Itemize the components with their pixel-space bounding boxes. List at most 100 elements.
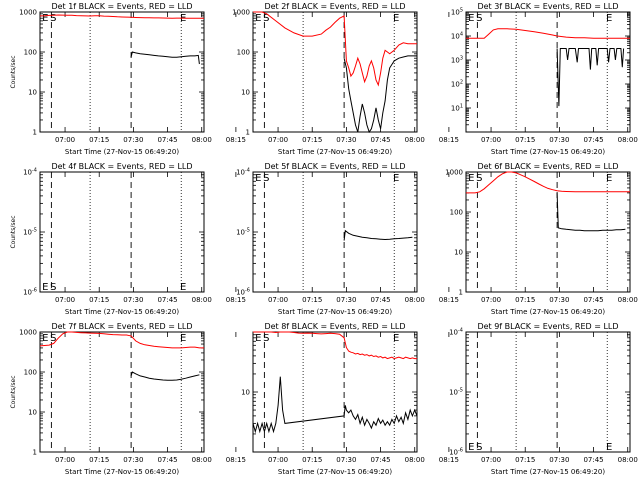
events-series xyxy=(343,55,417,134)
x-axis-label: Start Time (27-Nov-15 06:49:20) xyxy=(491,148,605,156)
y-axis-label: Counts/sec xyxy=(10,215,17,248)
x-tick-label: 08:15 xyxy=(226,296,246,304)
plot-title: Det 6f BLACK = Events, RED = LLD xyxy=(477,162,618,171)
panel-2: Det 2f BLACK = Events, RED = LLD Start Ti… xyxy=(232,2,459,156)
y-tick-label: 10-4 xyxy=(449,328,463,337)
plot-frame xyxy=(252,171,418,293)
panel-7: Det 7f BLACK = Events, RED = LLD Counts/s… xyxy=(10,322,246,476)
x-tick-label: 07:15 xyxy=(89,136,109,144)
y-tick-label: 10-4 xyxy=(236,168,250,177)
plot-title: Det 7f BLACK = Events, RED = LLD xyxy=(51,322,192,331)
event-marker: E xyxy=(468,173,474,184)
x-tick-label: 07:45 xyxy=(583,136,603,144)
lld-series xyxy=(466,171,630,194)
x-tick-label: 07:30 xyxy=(549,456,569,464)
panel-8: Det 8f BLACK = Events, RED = LLD Start Ti… xyxy=(241,322,459,476)
x-axis-label: Start Time (27-Nov-15 06:49:20) xyxy=(491,308,605,316)
lld-series xyxy=(39,14,204,19)
events-series xyxy=(343,229,413,241)
plot-title: Det 2f BLACK = Events, RED = LLD xyxy=(264,2,405,11)
y-tick-label: 10 xyxy=(454,249,463,257)
y-tick-label: 105 xyxy=(451,8,463,17)
lld-series xyxy=(466,28,630,39)
plot-title: Det 5f BLACK = Events, RED = LLD xyxy=(264,162,405,171)
x-tick-label: 07:15 xyxy=(302,296,322,304)
plot-frame xyxy=(465,331,631,453)
event-marker: E xyxy=(393,333,399,344)
y-tick-label: 10 xyxy=(241,389,250,397)
x-tick-label: 07:30 xyxy=(123,136,143,144)
x-tick-label: 07:00 xyxy=(55,136,75,144)
x-tick-label: 08:00 xyxy=(192,456,212,464)
y-axis-label: Counts/sec xyxy=(10,55,17,88)
x-tick-label: 07:45 xyxy=(583,456,603,464)
x-tick-label: 07:00 xyxy=(55,296,75,304)
event-marker: E xyxy=(393,173,399,184)
x-tick-label: 07:30 xyxy=(336,136,356,144)
x-tick-label: 08:15 xyxy=(439,296,459,304)
y-tick-label: 1000 xyxy=(19,9,37,17)
event-marker: E xyxy=(255,333,261,344)
x-axis-label: Start Time (27-Nov-15 06:49:20) xyxy=(278,308,392,316)
y-tick-label: 1 xyxy=(33,449,37,457)
x-tick-label: 07:15 xyxy=(515,136,535,144)
y-tick-label: 102 xyxy=(451,80,463,89)
y-tick-label: 1 xyxy=(246,129,250,137)
y-tick-label: 10-4 xyxy=(23,168,37,177)
x-tick-label: 07:45 xyxy=(370,296,390,304)
x-tick-label: 07:15 xyxy=(515,456,535,464)
panel-1: Det 1f BLACK = Events, RED = LLD Counts/s… xyxy=(10,2,246,156)
y-tick-label: 10-6 xyxy=(23,288,37,297)
x-tick-label: 08:00 xyxy=(618,456,638,464)
y-tick-label: 100 xyxy=(24,49,37,57)
y-tick-label: 10-5 xyxy=(449,388,463,397)
event-marker: E xyxy=(606,173,612,184)
x-axis-label: Start Time (27-Nov-15 06:49:20) xyxy=(65,468,179,476)
y-tick-label: 103 xyxy=(451,56,463,65)
x-tick-label: 07:30 xyxy=(123,456,143,464)
y-tick-label: 10-5 xyxy=(23,228,37,237)
event-marker: S xyxy=(50,282,56,293)
x-axis-label: Start Time (27-Nov-15 06:49:20) xyxy=(491,468,605,476)
event-marker: E xyxy=(180,282,186,293)
x-tick-label: 07:45 xyxy=(370,136,390,144)
event-marker: S xyxy=(263,173,269,184)
plot-frame xyxy=(39,331,205,453)
x-axis-label: Start Time (27-Nov-15 06:49:20) xyxy=(65,308,179,316)
event-marker: E xyxy=(42,282,48,293)
x-tick-label: 08:00 xyxy=(405,296,425,304)
x-axis-label: Start Time (27-Nov-15 06:49:20) xyxy=(278,148,392,156)
events-series xyxy=(252,376,418,434)
plot-title: Det 8f BLACK = Events, RED = LLD xyxy=(264,322,405,331)
lld-series xyxy=(39,331,204,349)
event-marker: S xyxy=(50,333,56,344)
plot-frame xyxy=(465,171,631,293)
event-marker: E xyxy=(42,13,48,24)
event-marker: E xyxy=(606,13,612,24)
plot-title: Det 4f BLACK = Events, RED = LLD xyxy=(51,162,192,171)
x-tick-label: 07:30 xyxy=(549,136,569,144)
event-marker: E xyxy=(468,442,474,453)
x-axis-label: Start Time (27-Nov-15 06:49:20) xyxy=(278,468,392,476)
plot-frame xyxy=(252,331,418,453)
events-series xyxy=(556,192,626,232)
x-tick-label: 07:45 xyxy=(583,296,603,304)
x-tick-label: 08:15 xyxy=(439,456,459,464)
x-tick-label: 07:30 xyxy=(336,456,356,464)
x-tick-label: 08:00 xyxy=(192,296,212,304)
x-tick-label: 08:00 xyxy=(192,136,212,144)
x-tick-label: 07:45 xyxy=(370,456,390,464)
plot-title: Det 1f BLACK = Events, RED = LLD xyxy=(51,2,192,11)
x-tick-label: 08:00 xyxy=(405,456,425,464)
event-marker: E xyxy=(180,333,186,344)
y-tick-label: 101 xyxy=(451,104,463,113)
x-tick-label: 08:00 xyxy=(618,136,638,144)
x-tick-label: 08:00 xyxy=(618,296,638,304)
x-tick-label: 07:00 xyxy=(481,456,501,464)
events-series xyxy=(130,371,200,381)
event-marker: S xyxy=(476,173,482,184)
lld-series xyxy=(253,331,417,360)
event-marker: S xyxy=(50,13,56,24)
y-tick-label: 10 xyxy=(28,409,37,417)
